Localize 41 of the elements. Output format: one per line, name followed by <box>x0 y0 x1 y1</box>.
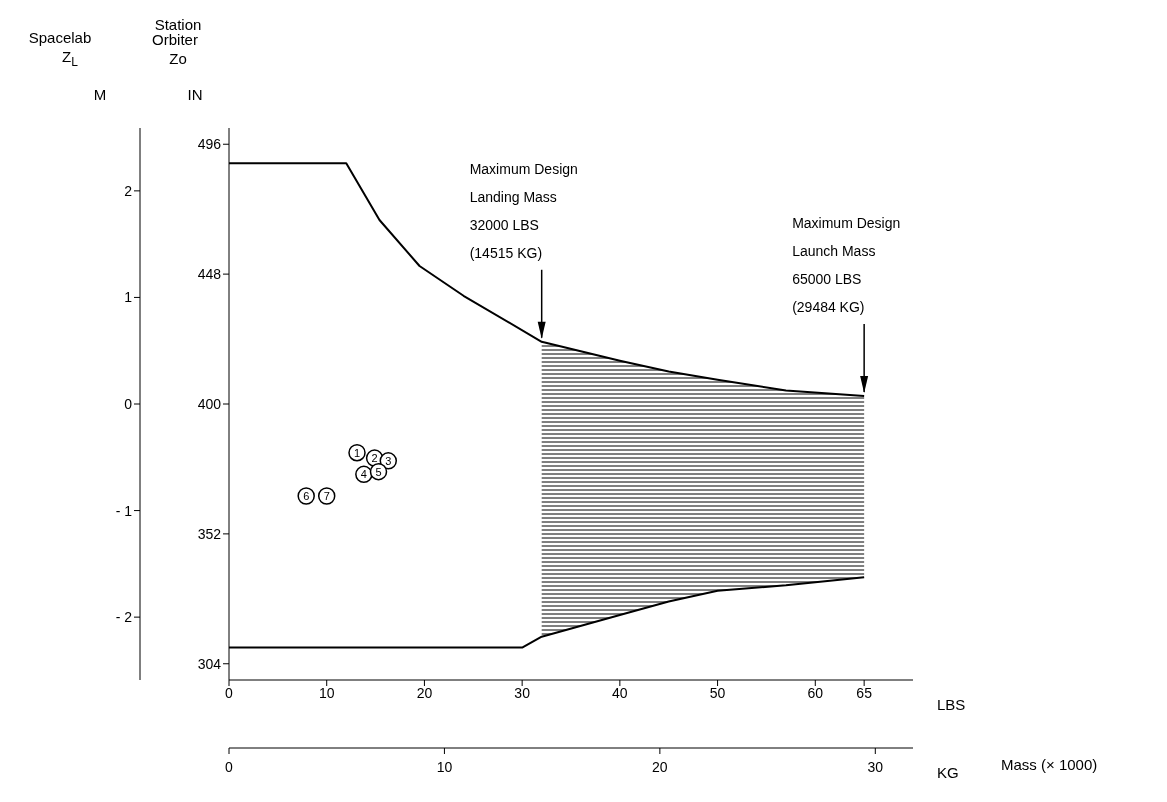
x2-axis-title: KG <box>937 764 959 781</box>
series-label: 4 <box>360 468 367 481</box>
y-tick-label: 496 <box>197 136 222 153</box>
y2-tick-label: - 2 <box>115 609 133 626</box>
series-label: 7 <box>323 489 330 502</box>
y-tick-label: 304 <box>197 655 222 672</box>
text: Zo <box>169 50 187 67</box>
x-tick-label: 10 <box>318 684 335 701</box>
y-axis-title: IN <box>187 86 203 103</box>
x-tick-label: 65 <box>856 684 873 701</box>
x2-tick-label: 10 <box>436 759 453 775</box>
text: Mass (× 1000) <box>1001 756 1098 773</box>
series-label: 6 <box>303 489 310 502</box>
x-tick-label: 50 <box>709 684 726 701</box>
y2-tick-label: 1 <box>124 289 133 306</box>
y2-tick-label: 0 <box>124 395 133 412</box>
y2-axis-title: M <box>93 86 107 103</box>
x-tick-label: 60 <box>807 684 824 701</box>
x-axis-title: LBS <box>937 696 966 713</box>
text: Z$_{L}$ <box>62 48 79 70</box>
x-tick-label: 30 <box>514 684 531 701</box>
series-label: 5 <box>375 465 382 478</box>
annotation: Maximum Design Launch Mass 65000 LBS (29484 KG) <box>792 214 901 315</box>
x-tick-label: 0 <box>225 684 234 701</box>
x2-tick-label: 30 <box>867 759 884 775</box>
annotation: Maximum Design Landing Mass 32000 LBS (14515 KG) <box>469 160 578 261</box>
y-tick-label: 352 <box>197 525 222 542</box>
series-label: 3 <box>385 454 392 467</box>
x-tick-label: 20 <box>416 684 433 701</box>
text: Station <box>154 16 202 33</box>
y2-tick-label: - 1 <box>115 502 133 519</box>
y2-tick-label: 2 <box>124 182 133 199</box>
series-label: 2 <box>371 452 378 465</box>
series-label: 1 <box>353 446 361 459</box>
x-tick-label: 40 <box>612 684 628 701</box>
text: Spacelab <box>28 29 92 46</box>
y-tick-label: 448 <box>197 266 222 283</box>
y-tick-label: 400 <box>197 395 222 412</box>
x2-tick-label: 20 <box>652 759 668 775</box>
text: Orbiter <box>152 31 198 48</box>
x2-tick-label: 0 <box>225 759 234 775</box>
